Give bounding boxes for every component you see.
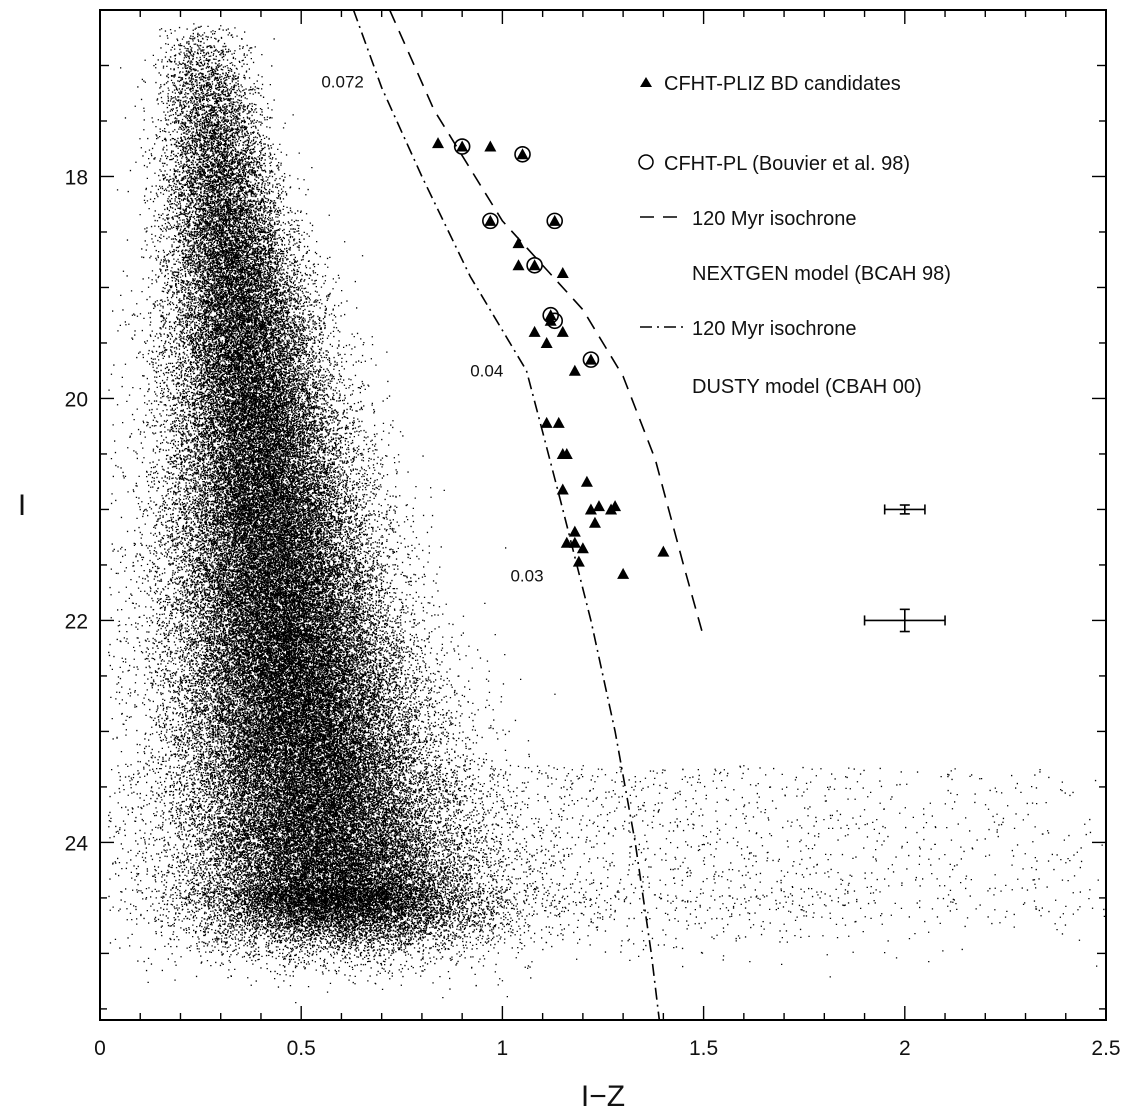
x-tick-label: 1.5 (689, 1037, 718, 1060)
x-tick-label: 0 (94, 1037, 106, 1060)
legend-label: NEXTGEN model (BCAH 98) (692, 263, 951, 285)
legend-item: DUSTY model (CBAH 00) (692, 376, 922, 398)
x-tick-label: 2.5 (1091, 1037, 1120, 1060)
x-tick-label: 2 (899, 1037, 911, 1060)
legend-item: CFHT-PLIZ BD candidates (640, 73, 901, 95)
legend-label: 120 Myr isochrone (692, 208, 857, 230)
y-tick-label: 24 (65, 832, 89, 855)
mass-label: 0.03 (510, 567, 543, 586)
y-tick-label: 22 (65, 610, 88, 633)
legend-item: CFHT-PL (Bouvier et al. 98) (639, 153, 910, 175)
legend-label: CFHT-PL (Bouvier et al. 98) (664, 153, 910, 175)
mass-label: 0.072 (321, 73, 364, 92)
y-tick-label: 18 (65, 166, 88, 189)
mass-label: 0.04 (470, 361, 503, 380)
y-tick-label: 20 (65, 388, 88, 411)
x-tick-label: 1 (497, 1037, 509, 1060)
y-axis-title: I (18, 489, 26, 522)
x-tick-label: 0.5 (287, 1037, 316, 1060)
legend-label: DUSTY model (CBAH 00) (692, 376, 922, 398)
legend-label: CFHT-PLIZ BD candidates (664, 73, 901, 95)
x-axis-title: I−Z (581, 1080, 625, 1113)
legend-label: 120 Myr isochrone (692, 318, 857, 340)
legend-item: NEXTGEN model (BCAH 98) (692, 263, 951, 285)
